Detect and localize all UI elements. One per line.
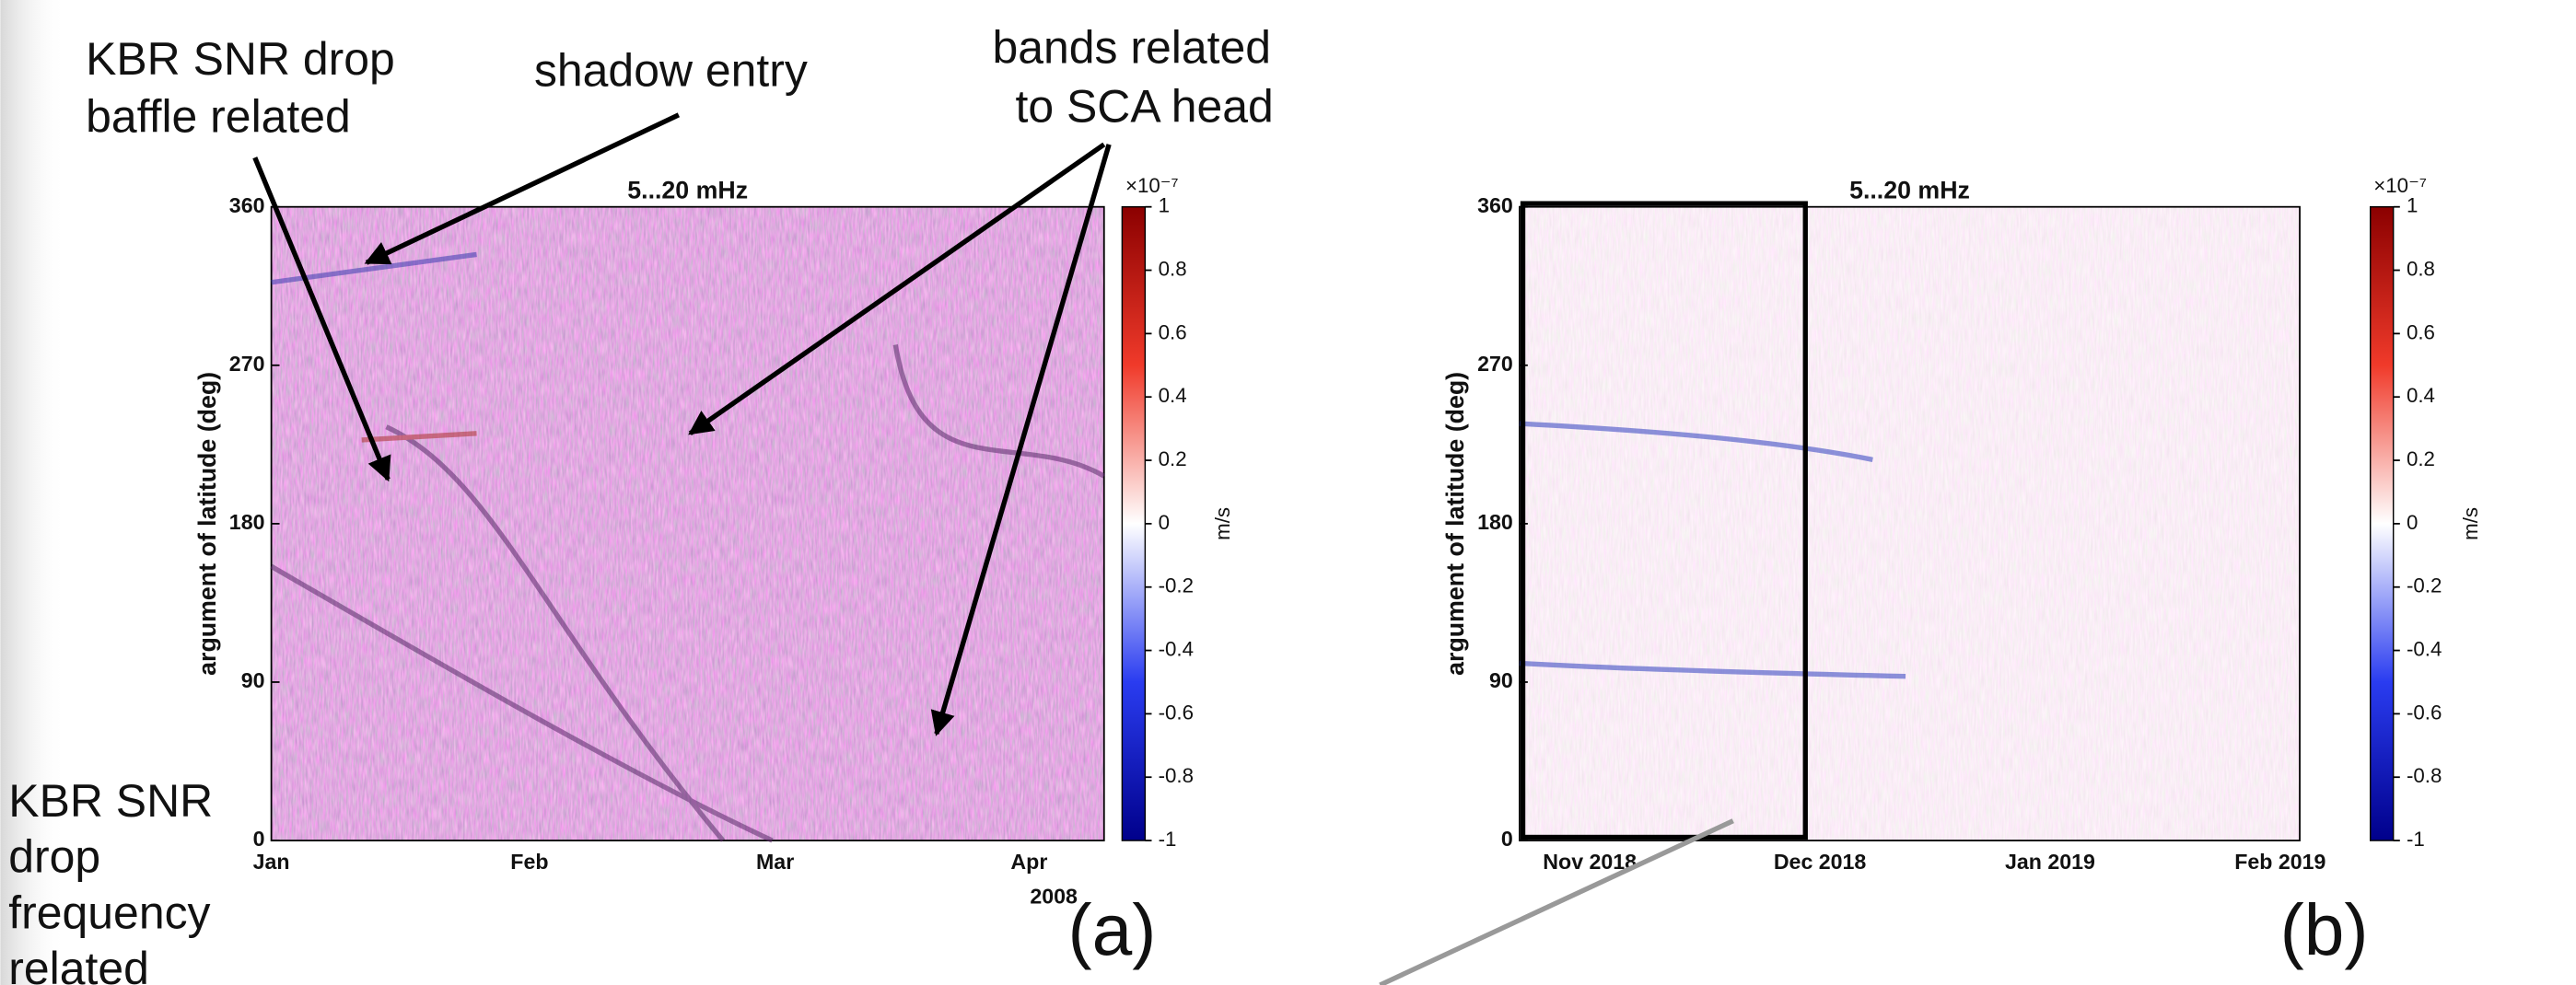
- colorbar: [1121, 205, 1147, 841]
- panels: 5...20 mHz argument of latitude (deg) 0 90 1…: [193, 174, 2482, 970]
- colorbar-tick-label: 0.6: [2407, 320, 2435, 343]
- colorbar-tick-label: -0.2: [1159, 574, 1194, 597]
- y-axis-label: argument of latitude (deg): [193, 372, 221, 676]
- colorbar-tick-label: -1: [1159, 828, 1177, 851]
- heatmap-field: [1519, 206, 2301, 841]
- colorbar-tick-label: 0.2: [2407, 447, 2435, 470]
- colorbar-tick-label: -0.4: [1159, 637, 1194, 660]
- x-tick-label: Nov 2018: [1543, 850, 1637, 874]
- colorbar-tick-label: 0.8: [1159, 257, 1187, 280]
- colorbar-tick-label: 0.8: [2407, 257, 2435, 280]
- page-edge-shade: [0, 0, 66, 985]
- colorbar-scale: ×10⁻⁷: [1125, 174, 1179, 197]
- x-year-label: 2008: [1030, 885, 1078, 909]
- y-tick-label: 90: [241, 668, 265, 692]
- y-tick-label: 180: [229, 510, 265, 534]
- chart-title: 5...20 mHz: [627, 177, 748, 204]
- annotation: bands related: [993, 21, 1272, 73]
- colorbar-tick-label: 0.4: [2407, 384, 2435, 407]
- y-axis-label: argument of latitude (deg): [1441, 372, 1469, 676]
- y-tick-label: 180: [1477, 510, 1513, 534]
- x-tick-label: Mar: [756, 850, 794, 874]
- y-tick-label: 270: [229, 352, 265, 376]
- arrows: [252, 112, 1112, 736]
- annotation: frequency: [8, 886, 210, 938]
- colorbar-tick-label: 0: [2407, 511, 2418, 534]
- highlight-box: [1520, 201, 1808, 840]
- colorbar: [2370, 205, 2395, 841]
- y-tick-label: 0: [253, 827, 265, 851]
- colorbar-tick-label: -0.4: [2407, 637, 2442, 660]
- arrow: [688, 142, 1106, 435]
- y-tick-label: 360: [229, 193, 265, 217]
- colorbar-tick-label: -0.6: [1159, 701, 1194, 724]
- chart-title: 5...20 mHz: [1849, 177, 1970, 204]
- colorbar-tick-label: 0.6: [1159, 320, 1187, 343]
- colorbar-tick-label: -1: [2407, 828, 2425, 851]
- colorbar-scale: ×10⁻⁷: [2373, 174, 2427, 197]
- heatmap-field: [271, 206, 1104, 841]
- y-tick-label: 270: [1477, 352, 1513, 376]
- colorbar-tick-label: 1: [2407, 194, 2418, 217]
- colorbar-tick-label: 1: [1159, 194, 1170, 217]
- annotation: related: [8, 943, 149, 985]
- y-tick-label: 0: [1501, 827, 1513, 851]
- x-tick-label: Feb: [510, 850, 548, 874]
- colorbar-tick-label: -0.6: [2407, 701, 2442, 724]
- x-tick-label: Apr: [1010, 850, 1047, 874]
- colorbar-tick-label: -0.2: [2407, 574, 2442, 597]
- colorbar-tick-label: -0.8: [1159, 764, 1194, 787]
- colorbar-label: m/s: [2459, 507, 2482, 540]
- x-tick-label: Jan: [253, 850, 290, 874]
- annotation: KBR SNR drop: [86, 33, 395, 85]
- y-tick-label: 360: [1477, 193, 1513, 217]
- y-tick-label: 90: [1489, 668, 1513, 692]
- annotation: drop: [8, 831, 100, 883]
- colorbar-tick-label: 0.4: [1159, 384, 1187, 407]
- arrow: [364, 112, 681, 265]
- heatmap-panel: 5...20 mHz argument of latitude (deg) 0 90 1…: [1441, 174, 2482, 970]
- colorbar-label: m/s: [1211, 507, 1234, 540]
- annotation: baffle related: [86, 90, 351, 142]
- colorbar-tick-label: 0: [1159, 511, 1170, 534]
- arrow: [930, 144, 1112, 736]
- heatmap-panel: 5...20 mHz argument of latitude (deg) 0 90 1…: [193, 174, 1234, 970]
- pointer-line: [1379, 818, 1734, 985]
- colorbar-tick-label: 0.2: [1159, 447, 1187, 470]
- x-tick-label: Dec 2018: [1774, 850, 1867, 874]
- annotation: shadow entry: [534, 44, 808, 96]
- x-tick-label: Feb 2019: [2234, 850, 2325, 874]
- panel-label: (b): [2280, 889, 2369, 970]
- annotation: KBR SNR: [8, 775, 213, 827]
- panel-label: (a): [1068, 889, 1157, 970]
- x-tick-label: Jan 2019: [2005, 850, 2095, 874]
- colorbar-tick-label: -0.8: [2407, 764, 2442, 787]
- annotation: to SCA head: [1015, 81, 1273, 133]
- arrow: [252, 156, 391, 482]
